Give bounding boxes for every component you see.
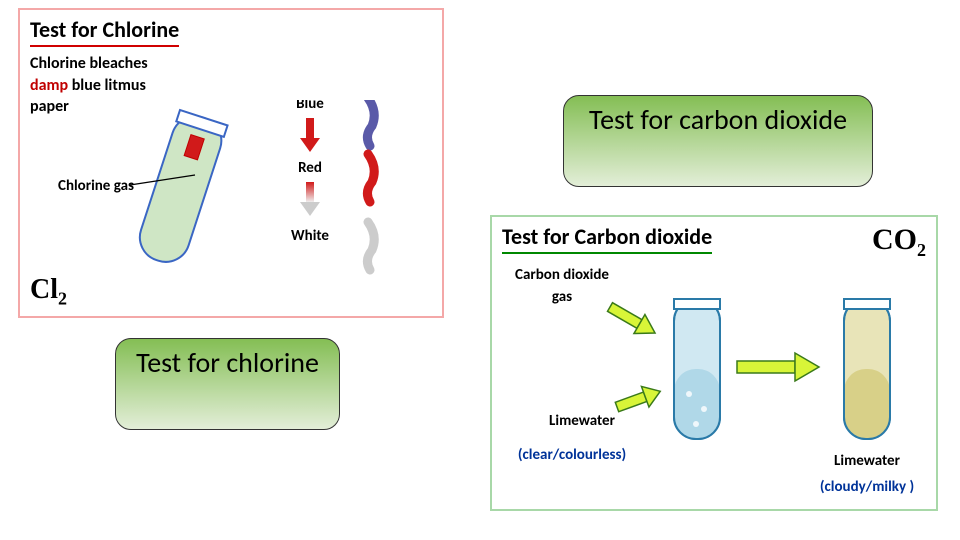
chlorine-gas-label: Chlorine gas [58, 177, 134, 195]
co2-test-panel: Test for Carbon dioxide CO2 Carbon dioxi… [490, 215, 938, 511]
svg-text:(cloudy/milky ): (cloudy/milky ) [820, 478, 914, 496]
litmus-blue-icon [367, 100, 374, 146]
arrow-transform-icon [737, 353, 819, 381]
chlorine-formula: Cl2 [30, 274, 67, 310]
svg-text:Blue: Blue [296, 100, 324, 113]
tube-milky-icon [844, 299, 890, 439]
litmus-white-icon [367, 222, 374, 270]
chlorine-test-panel: Test for Chlorine Chlorine bleaches damp… [18, 8, 444, 318]
svg-text:Limewater: Limewater [834, 452, 901, 470]
co2-diagram: Carbon dioxide gas Limewater (clear/colo… [492, 257, 940, 507]
svg-text:Carbon dioxide: Carbon dioxide [515, 266, 609, 284]
svg-text:Red: Red [298, 159, 322, 177]
svg-text:(clear/colourless): (clear/colourless) [518, 446, 626, 464]
svg-text:Limewater: Limewater [549, 412, 616, 430]
arrow-fade-icon [300, 182, 320, 216]
tube-clear-icon [674, 299, 720, 439]
svg-text:White: White [291, 227, 329, 245]
arrow-red-icon [300, 118, 320, 152]
arrow-label1-icon [613, 381, 664, 417]
co2-formula: CO2 [872, 223, 926, 261]
svg-text:gas: gas [552, 288, 572, 306]
litmus-red-icon [367, 154, 374, 202]
chlorine-diagram: Chlorine gas Blue Red White [20, 100, 446, 320]
arrow-gas-icon [605, 297, 661, 342]
chlorine-bubble-label: Test for chlorine [115, 338, 340, 430]
co2-bubble-label: Test for carbon dioxide [563, 95, 873, 187]
chlorine-title: Test for Chlorine [20, 10, 442, 49]
